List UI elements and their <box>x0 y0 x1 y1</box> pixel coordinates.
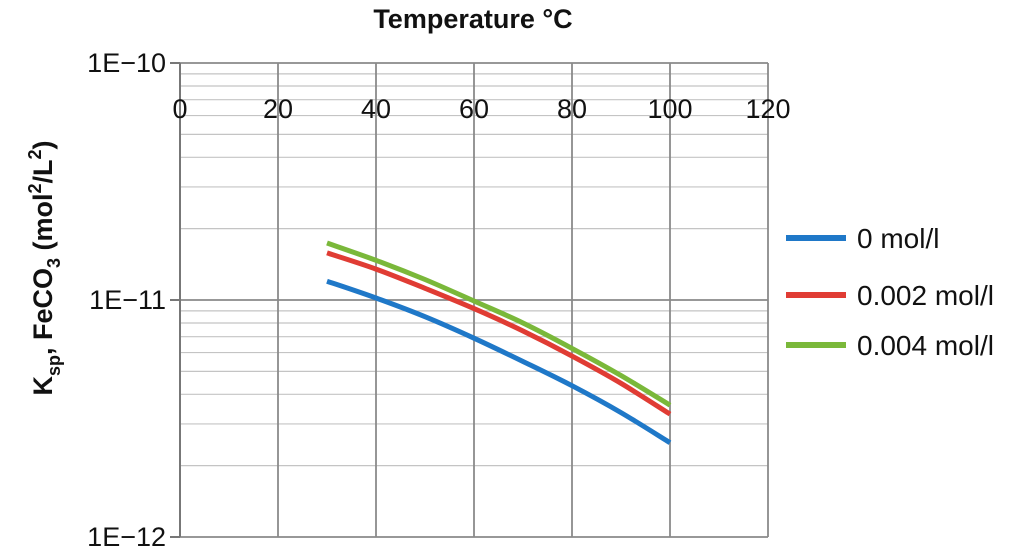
y-axis-title-sup: 2 <box>25 183 45 193</box>
x-tick-label: 120 <box>745 94 790 124</box>
series-line-2 <box>326 240 672 408</box>
legend-label-1: 0.002 mol/l <box>857 280 994 311</box>
x-axis-title: Temperature °C <box>373 4 572 34</box>
legend-label-2: 0.004 mol/l <box>857 330 994 361</box>
x-tick-label: 0 <box>172 94 187 124</box>
x-tick-labels: 0 20 40 60 80 100 120 <box>172 94 790 124</box>
x-tick-label: 80 <box>557 94 587 124</box>
y-axis-title-sub2: 3 <box>44 258 64 268</box>
series-line-0 <box>326 278 672 445</box>
y-axis-title-unit-b: /L <box>28 159 58 183</box>
y-axis-title-unit-a: (mol <box>28 193 58 258</box>
x-tick-label: 20 <box>263 94 293 124</box>
y-axis-title-unit-c: ) <box>28 140 58 149</box>
y-axis-title-sub: sp <box>44 355 64 376</box>
y-axis-title-sup2: 2 <box>25 149 45 159</box>
y-tick-labels: 1E−12 1E−11 1E−10 <box>87 48 166 552</box>
legend-label-0: 0 mol/l <box>857 223 939 254</box>
x-tick-label: 60 <box>459 94 489 124</box>
x-tick-label: 100 <box>647 94 692 124</box>
legend: 0 mol/l 0.002 mol/l 0.004 mol/l <box>786 223 994 361</box>
axes <box>170 62 181 538</box>
y-tick-label: 1E−11 <box>89 285 166 315</box>
series-lines <box>326 240 672 445</box>
y-tick-label: 1E−10 <box>87 48 166 78</box>
y-axis-title-main: K <box>28 376 58 396</box>
y-tick-label: 1E−12 <box>87 522 166 552</box>
series-line-1 <box>326 250 672 417</box>
y-axis-title: Ksp, FeCO3 (mol2/L2) <box>25 140 64 395</box>
y-axis-title-mid: , FeCO <box>28 268 58 355</box>
x-tick-label: 40 <box>361 94 391 124</box>
